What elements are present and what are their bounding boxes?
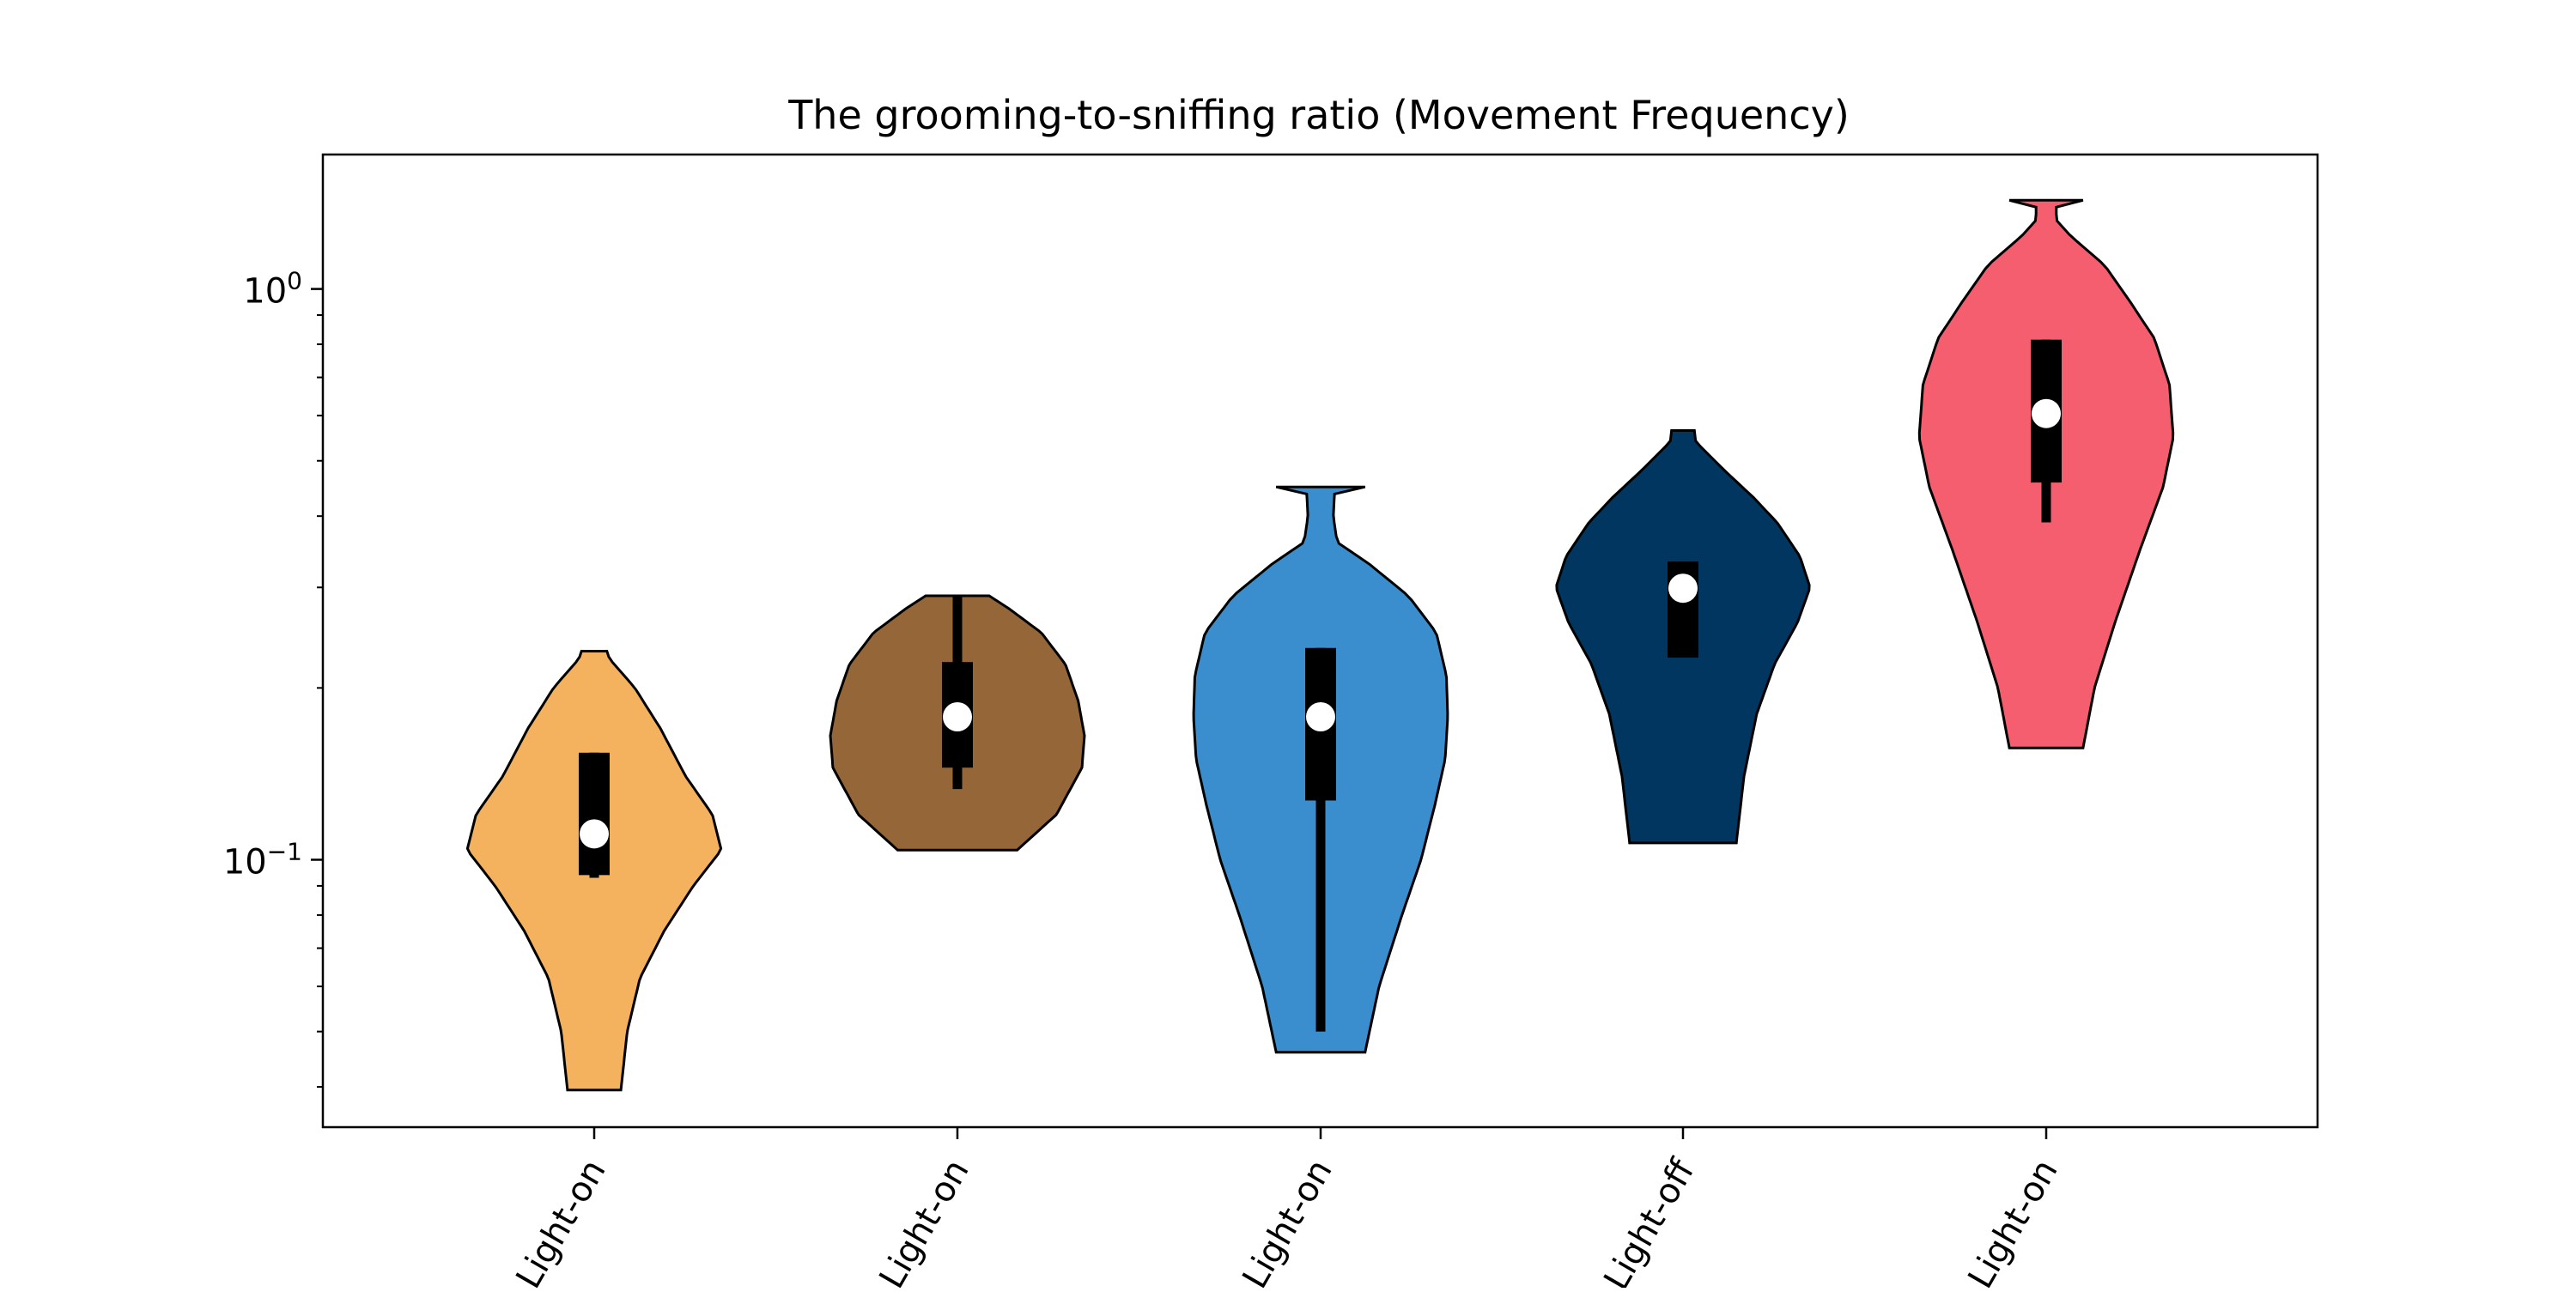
y-axis: 100 10−1: [223, 267, 323, 1089]
violin-1: [465, 650, 723, 1092]
violin-2: [829, 594, 1086, 852]
violin-median-point: [943, 701, 972, 731]
y-tick-label: 10−1: [223, 837, 302, 882]
chart-title: The grooming-to-sniffing ratio (Movement…: [787, 92, 1850, 138]
violin-3: [1192, 485, 1449, 1054]
plot-frame: [321, 153, 2319, 1129]
violin-median-point: [1306, 701, 1335, 731]
violin-5: [1917, 198, 2175, 749]
violin-4: [1555, 429, 1811, 845]
violins-layer: [465, 198, 2175, 1092]
violin-median-point: [2032, 398, 2061, 428]
y-tick-label: 100: [243, 267, 302, 312]
violin-median-point: [1668, 573, 1698, 604]
violin-median-point: [580, 819, 609, 849]
violin-iqr-box: [579, 752, 610, 876]
